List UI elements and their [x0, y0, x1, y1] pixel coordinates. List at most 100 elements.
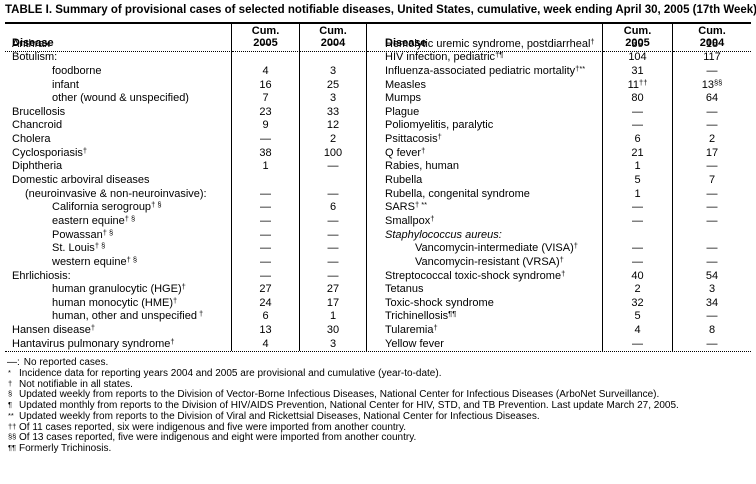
footnote-mark: —: — [7, 357, 20, 369]
value-cum-2005 — [232, 174, 300, 188]
disease-row-label: Plague — [367, 105, 603, 120]
footnote-marker: † — [173, 296, 178, 305]
disease-row-label: human, other and unspecified † — [5, 310, 232, 325]
value-text: 104 — [628, 51, 647, 64]
disease-row-label: Tularemia† — [367, 324, 603, 338]
value-text: — — [260, 214, 271, 227]
disease-name-text: Q fever — [385, 146, 422, 159]
footnote-marker: † ** — [414, 201, 428, 210]
footnotes-block: —: No reported cases. * Incidence data for … — [7, 358, 756, 454]
disease-row-label: Hantavirus pulmonary syndrome† — [5, 337, 232, 352]
disease-name-text: human granulocytic (HGE) — [52, 283, 182, 296]
footnote-marker: † — [421, 146, 426, 155]
value-cum-2005: — — [603, 105, 673, 120]
value-text: 64 — [705, 92, 719, 105]
value-text: 1 — [329, 310, 337, 323]
footnote-text: Updated weekly from reports to the Divis… — [19, 410, 540, 422]
disease-row-label: Streptococcal toxic-shock syndrome† — [367, 269, 603, 284]
value-cum-2005: — — [232, 187, 300, 202]
disease-row-label: Brucellosis — [5, 105, 232, 120]
footnote-mark: ¶¶ — [8, 443, 17, 452]
value-cum-2004: 30 — [300, 324, 367, 338]
value-cum-2005: 9 — [232, 119, 300, 134]
footnote-line: ** Updated weekly from reports to the Div… — [7, 410, 756, 423]
disease-name-text: California serogroup — [52, 201, 152, 214]
footnote-line: §§ Of 13 cases reported, five were indige… — [7, 432, 756, 444]
value-text: 33 — [326, 105, 340, 118]
value-text: — — [327, 269, 339, 282]
header-disease-left-label: Disease — [12, 36, 54, 49]
value-cum-2005: 11†† — [603, 78, 673, 93]
value-text: 5 — [634, 310, 641, 323]
header-disease-right-label: Disease — [385, 36, 427, 49]
value-text: 1 — [262, 160, 269, 173]
value-cum-2005: 21 — [603, 146, 673, 161]
disease-row-label: Measles — [367, 78, 603, 93]
value-cum-2004: — — [300, 160, 367, 175]
value-cum-2005: 4 — [603, 324, 673, 338]
value-text: — — [327, 228, 339, 241]
value-text: 1 — [634, 160, 641, 173]
footnote-marker: † § — [102, 228, 114, 237]
disease-row-label: HIV infection, pediatric†¶ — [367, 51, 603, 65]
value-cum-2005: 2 — [603, 283, 673, 297]
footnote-mark: §§ — [8, 432, 17, 442]
value-cum-2004: 2 — [300, 133, 367, 147]
disease-name-text: Toxic-shock syndrome — [385, 296, 494, 309]
value-cum-2004: — — [300, 214, 367, 229]
disease-name-text: Hemolytic uremic syndrome, postdiarrheal — [385, 37, 591, 50]
value-text: — — [327, 160, 339, 173]
value-text: 40 — [631, 269, 644, 282]
value-cum-2004: 3 — [300, 92, 367, 106]
disease-name-text: Mumps — [385, 92, 422, 105]
value-text: — — [632, 214, 643, 227]
value-cum-2005: — — [232, 133, 300, 147]
disease-row-label: SARS† ** — [367, 201, 603, 215]
value-text: 7 — [262, 92, 269, 105]
value-cum-2004: — — [300, 269, 367, 284]
disease-name-text: Staphylococcus aureus: — [385, 228, 502, 241]
footnote-text: Updated monthly from reports to the Divi… — [19, 400, 679, 412]
value-text: 13 — [701, 78, 714, 91]
value-footnote-marker: †† — [639, 78, 648, 87]
value-cum-2005: — — [232, 37, 300, 52]
value-cum-2005: — — [603, 201, 673, 215]
value-text: 25 — [326, 78, 340, 91]
value-cum-2005: 13 — [232, 324, 300, 338]
disease-row-label: Cyclosporiasis† — [5, 146, 232, 161]
footnote-marker: † — [430, 214, 435, 223]
value-text: — — [706, 187, 718, 200]
value-cum-2004: — — [673, 215, 751, 229]
value-text: 54 — [705, 269, 719, 282]
value-cum-2005: 1 — [603, 187, 673, 202]
value-text: 2 — [329, 133, 337, 146]
value-cum-2004: — — [673, 201, 751, 215]
footnote-text: Of 13 cases reported, five were indigeno… — [19, 432, 417, 444]
value-cum-2004: — — [300, 255, 367, 270]
value-text: 30 — [326, 324, 340, 337]
disease-name-text: human, other and unspecified — [52, 310, 197, 323]
value-cum-2004: 18 — [673, 38, 751, 52]
value-text: — — [260, 242, 271, 255]
disease-name-text: Cyclosporiasis — [12, 146, 83, 159]
disease-name-text: (neuroinvasive & non-neuroinvasive): — [25, 187, 207, 200]
value-text: 5 — [634, 174, 641, 187]
footnote-marker: †¶ — [495, 51, 504, 60]
disease-name-text: Anthrax — [12, 37, 50, 50]
disease-row-label: (neuroinvasive & non-neuroinvasive): — [5, 187, 232, 202]
disease-row-label: Psittacosis† — [367, 133, 603, 147]
value-text: — — [260, 37, 271, 50]
value-text: — — [260, 201, 271, 214]
value-text: 3 — [329, 64, 337, 77]
disease-name-text: Rubella, congenital syndrome — [385, 187, 530, 200]
value-footnote-marker: §§ — [713, 78, 723, 87]
value-text: — — [327, 37, 339, 50]
footnote-line: †† Of 11 cases reported, six were indigen… — [7, 422, 756, 434]
disease-row-label: Ehrlichiosis: — [5, 269, 232, 284]
value-text: 80 — [631, 92, 644, 105]
footnote-text: Incidence data for reporting years 2004 … — [19, 368, 442, 380]
footnote-marker: † — [90, 324, 96, 333]
value-cum-2004: 117 — [673, 51, 751, 65]
value-cum-2004: — — [673, 256, 751, 270]
disease-name-text: HIV infection, pediatric — [385, 51, 496, 64]
